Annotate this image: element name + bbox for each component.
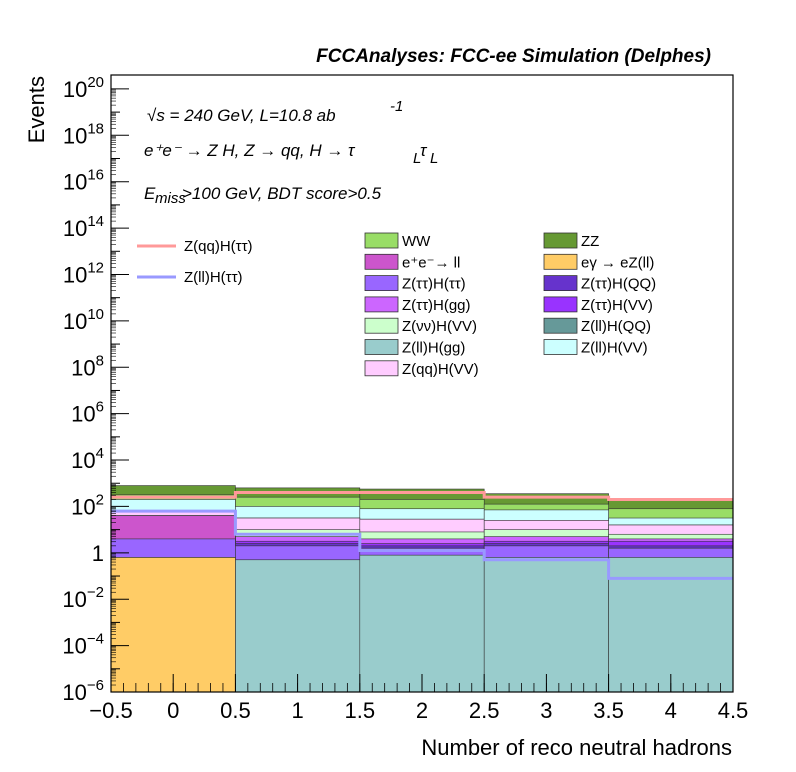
legend-swatch	[364, 253, 399, 270]
stack-bar	[110, 557, 236, 693]
legend-label: ZZ	[581, 233, 599, 250]
y-tick-label: 102	[71, 491, 104, 519]
process-text: e⁺e⁻ → Z H, Z → qq, H → τ	[144, 141, 356, 160]
tick-layer: −0.5 0 0.5 1 1.5 2 2.5 3 3.5 4 4.5 10−6 10−4 10−2 1 102…	[62, 74, 748, 723]
legend-swatch	[543, 253, 578, 270]
legend-swatch	[543, 317, 578, 334]
y-tick-label: 108	[71, 352, 104, 380]
x-tick-label: 2	[416, 698, 428, 723]
y-tick-label: 1	[92, 541, 104, 566]
legend-label: Z(ττ)H(VV)	[581, 297, 653, 314]
legend-label: e⁺e⁻→ ll	[402, 254, 460, 271]
x-tick-label: 3	[540, 698, 552, 723]
cut-subscript: miss	[155, 190, 186, 207]
y-tick-label: 1016	[63, 167, 104, 195]
stack-e-ez-ll-	[110, 557, 236, 693]
y-tick-label: 10−6	[62, 677, 104, 705]
x-tick-label: 3.5	[593, 698, 624, 723]
x-tick-label: 0.5	[220, 698, 251, 723]
signal-line-z-qq-h-	[111, 491, 733, 501]
y-tick-label: 1020	[63, 74, 104, 102]
process-sub-2: L	[430, 150, 438, 167]
stack-bar	[483, 557, 609, 693]
legend-label: Z(ττ)H(ττ)	[402, 276, 466, 293]
legend-swatch	[364, 296, 399, 313]
y-tick-label: 1014	[63, 213, 104, 241]
legend-swatch	[543, 339, 578, 355]
x-tick-label: 2.5	[469, 698, 500, 723]
y-tick-label: 1012	[63, 259, 104, 287]
legend-swatch	[364, 232, 399, 249]
process-tau: τ	[420, 141, 428, 160]
legend-label: Z(qq)H(VV)	[402, 361, 479, 378]
x-axis-title: Number of reco neutral hadrons	[421, 735, 732, 760]
legend-label: Z(ll)H(QQ)	[581, 318, 651, 335]
y-tick-label: 10−4	[62, 631, 104, 659]
y-tick-label: 10−2	[62, 584, 104, 612]
x-tick-label: 1.5	[345, 698, 376, 723]
x-tick-label: 4.5	[718, 698, 749, 723]
y-axis-title: Events	[24, 76, 49, 143]
legend-label: Z(ll)H(gg)	[402, 340, 465, 357]
legend-label: Z(ττ)H(gg)	[402, 297, 471, 314]
x-tick-label: −0.5	[89, 698, 132, 723]
y-tick-label: 1018	[63, 120, 104, 148]
legend-label: WW	[402, 233, 431, 250]
x-tick-label: 4	[665, 698, 677, 723]
y-tick-label: 104	[71, 445, 104, 473]
legend-swatch	[364, 275, 399, 292]
signal-line-z-ll-h-	[111, 509, 733, 580]
legend-swatch	[543, 275, 578, 292]
stack-bar	[235, 559, 361, 693]
legend-swatch	[364, 360, 399, 377]
signal-line-layer	[111, 491, 733, 580]
chart-title: FCCAnalyses: FCC-ee Simulation (Delphes)	[316, 46, 711, 67]
stack-bar	[359, 554, 485, 693]
annotation-cut: E miss >100 GeV, BDT score>0.5	[144, 184, 382, 207]
legend-line-label: Z(qq)H(ττ)	[184, 238, 253, 255]
legend-swatch	[364, 339, 399, 355]
legend-swatch	[543, 296, 578, 313]
legend-line-label: Z(ll)H(ττ)	[184, 269, 243, 286]
legend-label: Z(ττ)H(QQ)	[581, 276, 656, 293]
x-tick-label: 1	[291, 698, 303, 723]
annotation-energy: √s = 240 GeV, L=10.8 ab -1	[147, 98, 403, 125]
y-tick-label: 1010	[63, 306, 104, 334]
process-sub-1: L	[413, 150, 421, 167]
legend-swatch	[364, 317, 399, 334]
stack-layer	[110, 485, 734, 693]
energy-text: √s = 240 GeV, L=10.8 ab	[147, 106, 336, 125]
cut-rest: >100 GeV, BDT score>0.5	[182, 184, 382, 203]
legend-label: Z(ll)H(VV)	[581, 340, 648, 357]
legend-label: Z(νν)H(VV)	[402, 318, 477, 335]
energy-superscript: -1	[390, 98, 403, 115]
y-tick-label: 106	[71, 399, 104, 427]
stack-bar	[608, 557, 734, 693]
legend: Z(qq)H(ττ) Z(ll)H(ττ) WW ZZ e⁺e⁻→ ll eγ → eZ(…	[137, 232, 656, 378]
x-tick-label: 0	[167, 698, 179, 723]
annotation-process: e⁺e⁻ → Z H, Z → qq, H → τ L τ L	[144, 141, 438, 167]
legend-swatch	[543, 232, 578, 249]
cut-E: E	[144, 184, 156, 203]
legend-label: eγ → eZ(ll)	[581, 254, 654, 271]
